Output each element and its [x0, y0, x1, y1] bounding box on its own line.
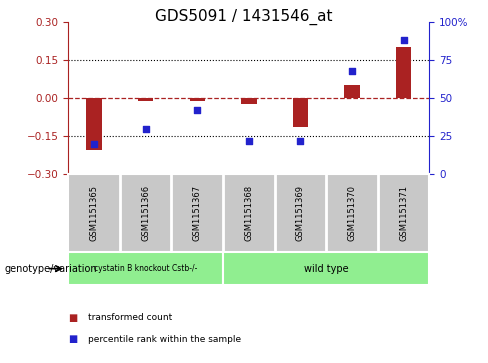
Bar	[345, 85, 360, 98]
Bar	[223, 252, 429, 285]
Point	[193, 107, 201, 113]
Point	[142, 126, 150, 131]
Text: GDS5091 / 1431546_at: GDS5091 / 1431546_at	[155, 9, 333, 25]
Text: GSM1151367: GSM1151367	[193, 185, 202, 241]
Text: ■: ■	[68, 334, 78, 344]
Bar	[68, 252, 223, 285]
Text: GSM1151366: GSM1151366	[141, 185, 150, 241]
Point	[348, 68, 356, 73]
Point	[90, 141, 98, 147]
Bar	[396, 47, 411, 98]
Text: genotype/variation: genotype/variation	[5, 264, 98, 274]
Point	[245, 138, 253, 144]
Text: GSM1151369: GSM1151369	[296, 185, 305, 241]
Text: GSM1151365: GSM1151365	[90, 185, 99, 241]
Point	[400, 37, 407, 43]
Text: transformed count: transformed count	[88, 313, 172, 322]
Text: GSM1151368: GSM1151368	[244, 185, 253, 241]
Text: percentile rank within the sample: percentile rank within the sample	[88, 335, 241, 344]
Text: wild type: wild type	[304, 264, 348, 274]
Bar	[86, 98, 102, 150]
Point	[297, 138, 305, 144]
Text: GSM1151371: GSM1151371	[399, 185, 408, 241]
Bar	[189, 98, 205, 101]
Bar	[293, 98, 308, 127]
Text: ■: ■	[68, 313, 78, 323]
Text: GSM1151370: GSM1151370	[347, 185, 357, 241]
Text: cystatin B knockout Cstb-/-: cystatin B knockout Cstb-/-	[94, 264, 197, 273]
Bar	[138, 98, 153, 101]
Bar	[241, 98, 257, 103]
